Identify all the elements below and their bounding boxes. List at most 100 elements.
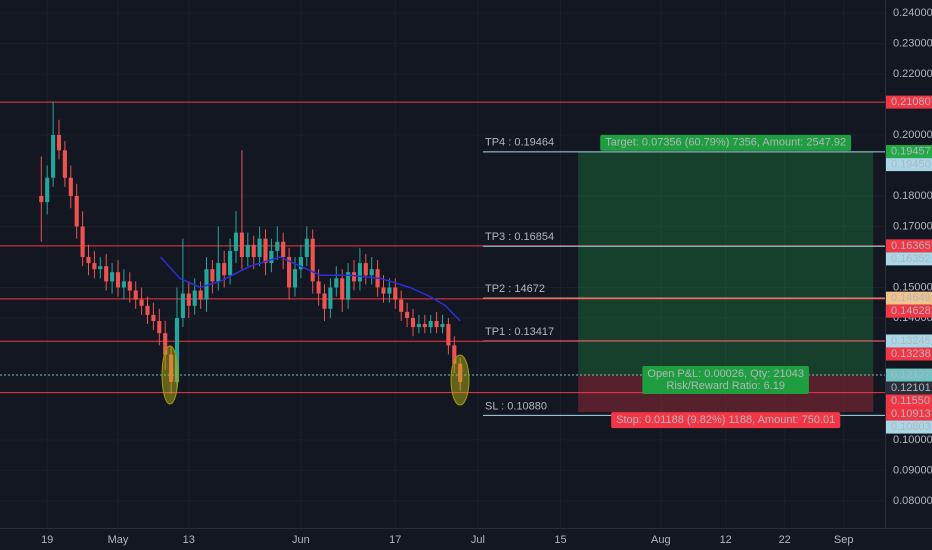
candle-body xyxy=(186,293,191,306)
candle-body xyxy=(192,290,197,306)
x-tick-label: 22 xyxy=(779,534,791,546)
x-tick-label: 12 xyxy=(720,534,732,546)
y-tick-label: 0.24000 xyxy=(893,7,932,19)
stop-label-box xyxy=(611,412,841,429)
candle-body xyxy=(115,272,121,288)
candle-body xyxy=(180,293,185,318)
candle-body xyxy=(163,333,168,355)
candle-body xyxy=(458,363,463,382)
candle-body xyxy=(68,177,73,197)
price-label-box xyxy=(886,145,932,159)
x-tick-label: Jul xyxy=(471,534,485,546)
candle-body xyxy=(281,241,286,257)
price-label: 0.14649 xyxy=(891,292,931,304)
candle-body xyxy=(39,196,44,203)
candle-body xyxy=(351,272,357,282)
price-label-box xyxy=(886,291,932,305)
price-label: 0.14628 xyxy=(891,305,931,317)
candle-body xyxy=(174,317,180,382)
pnl-label-text: Risk/Reward Ratio: 6.19 xyxy=(666,380,785,392)
price-label: 0.19450 xyxy=(891,159,931,171)
candle-body xyxy=(416,324,421,328)
pnl-label: Open P&L: 0.00026, Qty: 21043Risk/Reward… xyxy=(642,366,809,395)
price-label-box xyxy=(886,334,932,348)
candle-body xyxy=(422,324,427,328)
tp-label: TP2 : 14672 xyxy=(485,283,545,295)
y-tick-label: 0.08000 xyxy=(893,495,932,507)
price-label-box xyxy=(886,158,932,172)
candle-body xyxy=(98,266,103,270)
candle-body xyxy=(80,226,85,257)
candle-body xyxy=(334,278,339,288)
candle-body xyxy=(228,250,233,276)
candle-body xyxy=(45,177,50,203)
candle-body xyxy=(363,263,368,276)
candle-body xyxy=(328,287,333,309)
y-tick-label: 0.09000 xyxy=(893,464,932,476)
candle-body xyxy=(169,354,174,382)
candle-body xyxy=(121,281,126,288)
price-label: 0.13238 xyxy=(891,348,931,360)
price-label: 0.10803 xyxy=(891,421,931,433)
x-tick-label: Sep xyxy=(834,534,854,546)
price-label-box xyxy=(886,239,932,253)
price-label-box xyxy=(886,381,932,395)
candle-body xyxy=(369,269,374,276)
price-label-box xyxy=(886,95,932,109)
x-tick-label: 13 xyxy=(183,534,195,546)
candle-body xyxy=(434,321,439,328)
x-tick-label: 15 xyxy=(554,534,566,546)
price-label: 0.12101 xyxy=(891,382,931,394)
annotations: TP4 : 0.19464 TP3 : 0.16854 TP2 : 14672 TP1… xyxy=(485,134,852,429)
price-label-box xyxy=(886,347,932,361)
y-tick-label: 0.10000 xyxy=(893,434,932,446)
price-label-box xyxy=(886,368,932,382)
moving-average xyxy=(159,256,461,322)
price-label-box xyxy=(886,394,932,408)
candle-body xyxy=(62,150,67,178)
candle-body xyxy=(198,290,203,300)
candle-body xyxy=(316,281,321,294)
candle-body xyxy=(381,287,386,294)
candle-body xyxy=(410,317,416,328)
candle-body xyxy=(210,269,215,282)
price-label: 0.21080 xyxy=(891,96,931,108)
candle-body xyxy=(440,324,445,328)
target-label: Target: 0.07356 (60.79%) 7356, Amount: 2… xyxy=(600,134,852,151)
tp-label: SL : 0.10880 xyxy=(485,400,547,412)
candle-body xyxy=(257,238,262,257)
candle-body xyxy=(304,238,309,257)
candle-body xyxy=(346,272,351,300)
candle-body xyxy=(399,299,404,312)
position-tool xyxy=(578,151,874,413)
y-tick-label: 0.20000 xyxy=(893,129,932,141)
candle-body xyxy=(263,238,268,264)
candle-body xyxy=(428,321,433,328)
tp-label: TP4 : 0.19464 xyxy=(485,137,554,149)
candle-body xyxy=(133,290,138,300)
candle-body xyxy=(222,263,227,276)
candle-body xyxy=(110,272,115,282)
candle-body xyxy=(269,250,274,264)
tp-label: TP1 : 0.13417 xyxy=(485,326,554,338)
y-tick-label: 0.15000 xyxy=(893,281,932,293)
candle-body xyxy=(298,256,303,270)
target-label-box xyxy=(600,134,852,151)
candle-body xyxy=(157,321,162,334)
price-label-box xyxy=(886,407,932,421)
candle-body xyxy=(92,263,97,270)
y-tick-label: 0.22000 xyxy=(893,68,932,80)
candle-body xyxy=(287,256,292,288)
candle-body xyxy=(216,263,221,282)
price-label-box xyxy=(886,420,932,434)
price-label: 0.16352 xyxy=(891,253,931,265)
candle-body xyxy=(393,287,398,300)
highlight-ellipse xyxy=(450,354,470,406)
candle-body xyxy=(56,135,62,151)
price-label: 0.12127 xyxy=(891,369,931,381)
candle-body xyxy=(151,314,156,322)
price-label: 0.13245 xyxy=(891,335,931,347)
price-label: 0.19457 xyxy=(891,146,931,158)
